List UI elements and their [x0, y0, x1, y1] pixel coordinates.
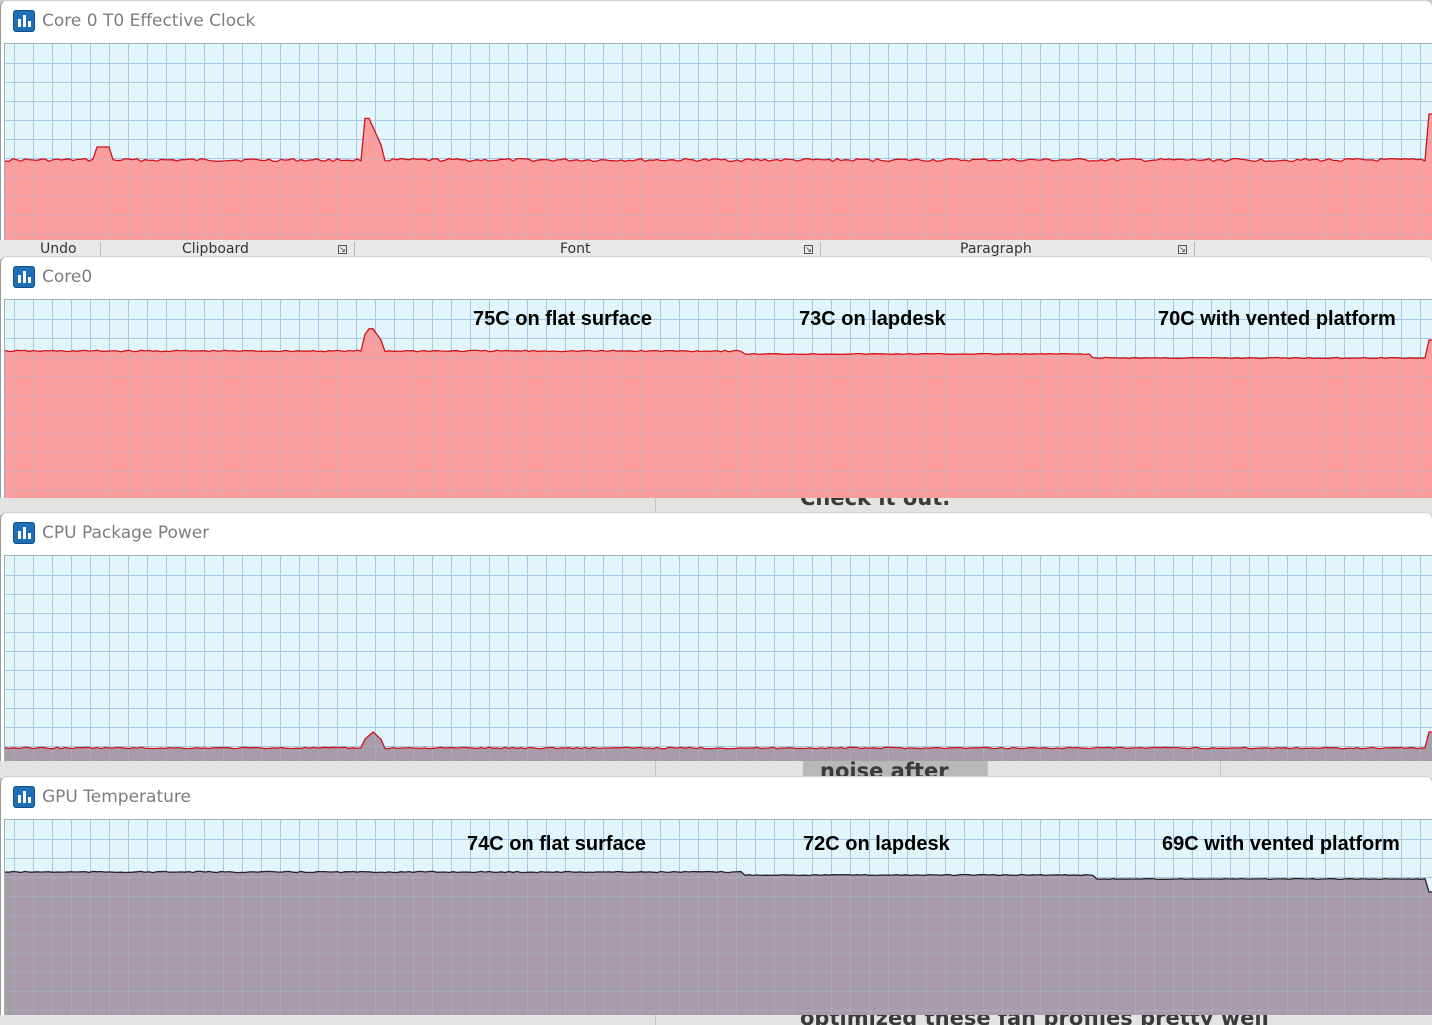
graph-annotation: 69C with vented platform — [1162, 833, 1400, 855]
window-title: GPU Temperature — [42, 787, 191, 807]
ribbon-group-font[interactable]: Font — [560, 241, 591, 257]
series-area — [5, 114, 1432, 240]
background-text: optimized these fan profiles pretty well — [800, 1015, 1269, 1025]
graph-grid — [5, 556, 1432, 761]
series-area — [5, 871, 1432, 1015]
dialog-launcher-icon[interactable]: ↘ — [1178, 245, 1187, 254]
divider — [1220, 761, 1221, 778]
graph-annotation: 70C with vented platform — [1158, 308, 1396, 330]
graph-grid-overlay — [5, 556, 1432, 761]
graph-canvas — [5, 44, 1432, 240]
divider — [655, 498, 656, 515]
window-title: Core 0 T0 Effective Clock — [42, 11, 256, 31]
graph-window-gpu-temperature[interactable]: GPU Temperature 74C on flat surface 72C o… — [0, 776, 1432, 1015]
graph-annotation: 74C on flat surface — [467, 833, 646, 855]
sensor-graph[interactable]: 74C on flat surface 72C on lapdesk 69C wit… — [4, 819, 1432, 1015]
ribbon-group-paragraph[interactable]: Paragraph — [960, 241, 1032, 257]
divider — [655, 761, 656, 778]
graph-window-cpu-package-power[interactable]: CPU Package Power — [0, 512, 1432, 761]
divider — [655, 1015, 656, 1025]
graph-grid-overlay — [5, 44, 1432, 240]
graph-grid-overlay — [5, 820, 1432, 1015]
sensor-graph[interactable] — [4, 43, 1432, 240]
graph-canvas: 74C on flat surface 72C on lapdesk 69C wit… — [5, 820, 1432, 1015]
graph-grid-overlay — [5, 300, 1432, 498]
dialog-launcher-icon[interactable]: ↘ — [804, 245, 813, 254]
graph-annotation: 73C on lapdesk — [799, 308, 947, 330]
series-line — [5, 731, 1432, 750]
background-text: noise after — [820, 760, 949, 778]
ribbon-separator — [100, 242, 101, 257]
window-titlebar[interactable]: Core 0 T0 Effective Clock — [1, 1, 1432, 43]
series-line — [5, 113, 1432, 163]
series-area — [5, 328, 1432, 498]
background-document-strip: noise after — [0, 760, 1432, 778]
hwinfo-graph-icon — [13, 10, 35, 32]
sensor-graph[interactable] — [4, 555, 1432, 761]
graph-window-effective-clock[interactable]: Core 0 T0 Effective Clock — [0, 0, 1432, 240]
hwinfo-graph-icon — [13, 522, 35, 544]
sensor-graph[interactable]: 75C on flat surface 73C on lapdesk 70C wit… — [4, 299, 1432, 498]
hwinfo-graph-icon — [13, 266, 35, 288]
window-titlebar[interactable]: Core0 — [1, 257, 1432, 299]
series-line — [5, 870, 1432, 893]
ribbon-separator — [1194, 242, 1195, 257]
ribbon-separator — [820, 242, 821, 257]
window-titlebar[interactable]: CPU Package Power — [1, 513, 1432, 555]
divider — [987, 761, 988, 778]
hwinfo-graph-icon — [13, 786, 35, 808]
series-area — [5, 732, 1432, 761]
ribbon-group-undo[interactable]: Undo — [40, 241, 77, 257]
series-line — [5, 328, 1432, 360]
background-text: Check it out. — [800, 497, 951, 510]
graph-window-core0[interactable]: Core0 75C on flat surface 73C on lapdesk 7… — [0, 256, 1432, 498]
graph-annotation: 72C on lapdesk — [803, 833, 951, 855]
graph-canvas — [5, 556, 1432, 761]
window-titlebar[interactable]: GPU Temperature — [1, 777, 1432, 819]
graph-canvas: 75C on flat surface 73C on lapdesk 70C wit… — [5, 300, 1432, 498]
graph-background — [5, 556, 1432, 761]
ribbon-separator — [354, 242, 355, 257]
dialog-launcher-icon[interactable]: ↘ — [338, 245, 347, 254]
background-document-strip: optimized these fan profiles pretty well — [0, 1014, 1432, 1025]
selection-block — [803, 761, 987, 778]
ribbon-group-clipboard[interactable]: Clipboard — [182, 241, 249, 257]
window-title: CPU Package Power — [42, 523, 210, 543]
graph-annotation: 75C on flat surface — [473, 308, 652, 330]
window-title: Core0 — [42, 267, 93, 287]
